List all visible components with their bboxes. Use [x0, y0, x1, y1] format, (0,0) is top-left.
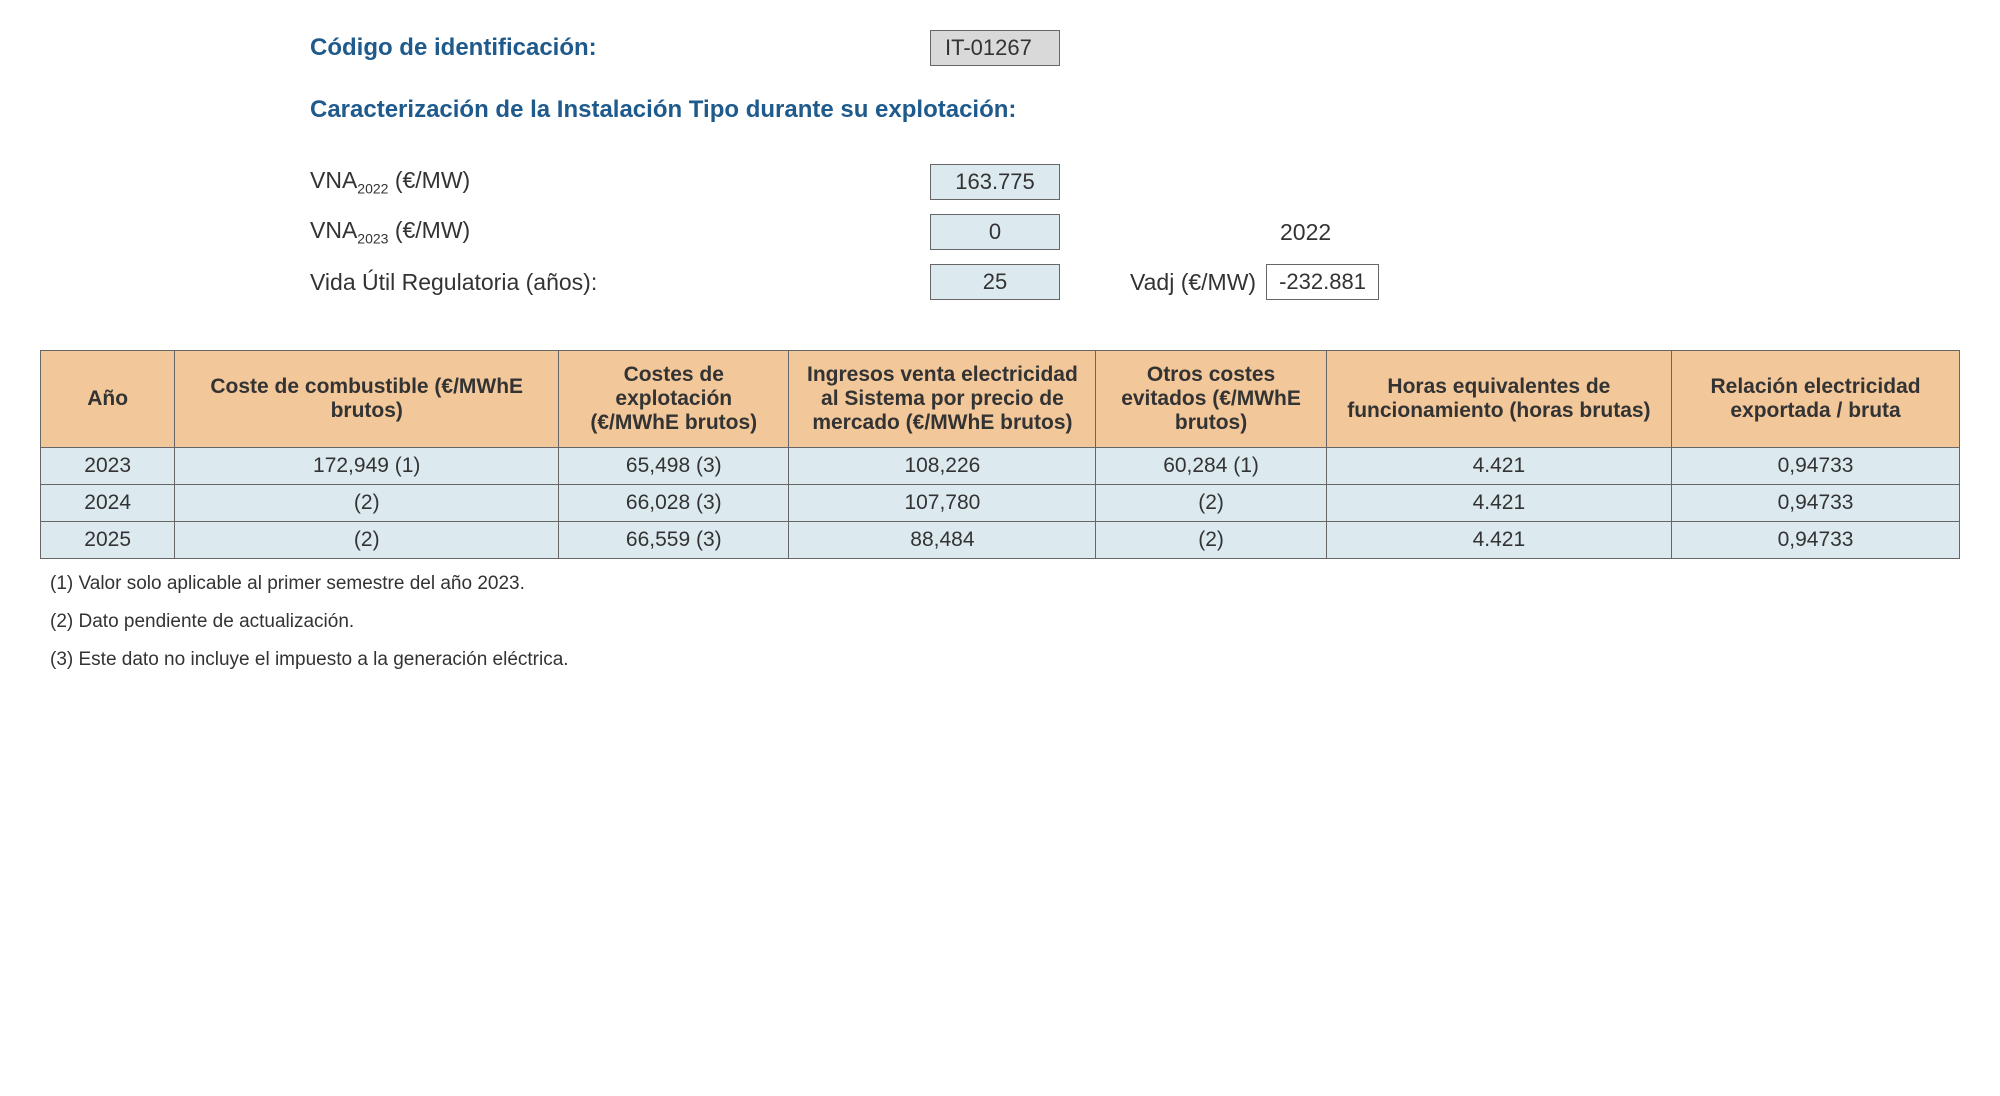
col-header-year: Año [41, 351, 175, 448]
cell-ratio: 0,94733 [1672, 522, 1960, 559]
vida-value: 25 [930, 264, 1060, 300]
vna2022-label: VNA2022 (€/MW) [310, 167, 930, 197]
col-header-otros: Otros costes evitados (€/MWhE brutos) [1096, 351, 1326, 448]
cell-hours: 4.421 [1326, 522, 1671, 559]
section-title: Caracterización de la Instalación Tipo d… [310, 96, 1960, 124]
vna2023-unit: (€/MW) [388, 217, 470, 243]
table-header-row: Año Coste de combustible (€/MWhE brutos)… [41, 351, 1960, 448]
vida-row: Vida Útil Regulatoria (años): 25 Vadj (€… [310, 264, 1960, 300]
table-row: 2025 (2) 66,559 (3) 88,484 (2) 4.421 0,9… [41, 522, 1960, 559]
vna2022-unit: (€/MW) [388, 167, 470, 193]
cell-fuel: 172,949 (1) [175, 448, 559, 485]
id-label: Código de identificación: [310, 34, 930, 62]
vna2022-row: VNA2022 (€/MW) 163.775 [310, 164, 1960, 200]
cell-ratio: 0,94733 [1672, 448, 1960, 485]
cell-other: (2) [1096, 522, 1326, 559]
vna2023-row: VNA2023 (€/MW) 0 2022 [310, 214, 1960, 250]
cell-ratio: 0,94733 [1672, 485, 1960, 522]
vida-label: Vida Útil Regulatoria (años): [310, 269, 930, 296]
col-header-relacion: Relación electricidad exportada / bruta [1672, 351, 1960, 448]
col-header-explotacion: Costes de explotación (€/MWhE brutos) [559, 351, 789, 448]
cell-income: 88,484 [789, 522, 1096, 559]
vna2023-prefix: VNA [310, 217, 357, 243]
main-data-table: Año Coste de combustible (€/MWhE brutos)… [40, 350, 1960, 559]
table-header: Año Coste de combustible (€/MWhE brutos)… [41, 351, 1960, 448]
col-header-fuel: Coste de combustible (€/MWhE brutos) [175, 351, 559, 448]
table-body: 2023 172,949 (1) 65,498 (3) 108,226 60,2… [41, 448, 1960, 559]
col-header-horas: Horas equivalentes de funcionamiento (ho… [1326, 351, 1671, 448]
cell-income: 107,780 [789, 485, 1096, 522]
cell-year: 2025 [41, 522, 175, 559]
id-row: Código de identificación: IT-01267 [310, 30, 1960, 66]
table-row: 2024 (2) 66,028 (3) 107,780 (2) 4.421 0,… [41, 485, 1960, 522]
cell-year: 2024 [41, 485, 175, 522]
year-ref: 2022 [1280, 219, 1331, 246]
vadj-label: Vadj (€/MW) [1130, 269, 1256, 296]
vadj-value: -232.881 [1266, 264, 1379, 300]
table-row: 2023 172,949 (1) 65,498 (3) 108,226 60,2… [41, 448, 1960, 485]
footnote-2: (2) Dato pendiente de actualización. [50, 611, 1960, 633]
cell-other: (2) [1096, 485, 1326, 522]
col-header-ingresos: Ingresos venta electricidad al Sistema p… [789, 351, 1096, 448]
cell-expl: 66,559 (3) [559, 522, 789, 559]
header-section: Código de identificación: IT-01267 Carac… [310, 30, 1960, 300]
footnotes-block: (1) Valor solo aplicable al primer semes… [50, 573, 1960, 671]
vadj-section: Vadj (€/MW) -232.881 [1130, 264, 1379, 300]
vna2022-sub: 2022 [357, 181, 388, 197]
vna2023-sub: 2023 [357, 231, 388, 247]
vna2022-prefix: VNA [310, 167, 357, 193]
params-block: VNA2022 (€/MW) 163.775 VNA2023 (€/MW) 0 … [310, 164, 1960, 300]
cell-fuel: (2) [175, 522, 559, 559]
footnote-1: (1) Valor solo aplicable al primer semes… [50, 573, 1960, 595]
cell-hours: 4.421 [1326, 485, 1671, 522]
cell-hours: 4.421 [1326, 448, 1671, 485]
vna2022-value: 163.775 [930, 164, 1060, 200]
cell-fuel: (2) [175, 485, 559, 522]
cell-income: 108,226 [789, 448, 1096, 485]
cell-year: 2023 [41, 448, 175, 485]
cell-other: 60,284 (1) [1096, 448, 1326, 485]
vna2023-value: 0 [930, 214, 1060, 250]
cell-expl: 65,498 (3) [559, 448, 789, 485]
cell-expl: 66,028 (3) [559, 485, 789, 522]
vna2023-label: VNA2023 (€/MW) [310, 217, 930, 247]
id-value-box: IT-01267 [930, 30, 1060, 66]
footnote-3: (3) Este dato no incluye el impuesto a l… [50, 649, 1960, 671]
